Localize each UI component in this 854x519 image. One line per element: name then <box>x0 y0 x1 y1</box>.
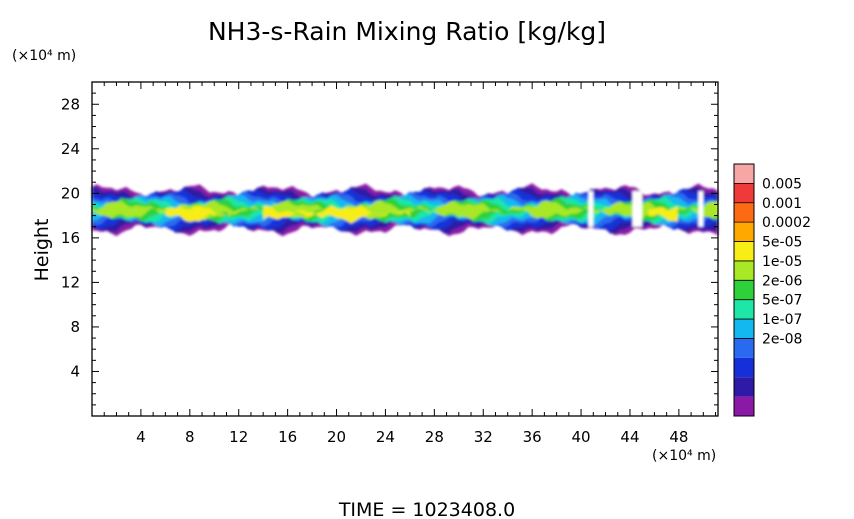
axis-ticks <box>92 82 718 416</box>
colorbar-swatch <box>734 222 754 242</box>
x-tick-label: 20 <box>327 428 346 446</box>
mixing-ratio-field <box>92 183 718 237</box>
band-gap-0 <box>588 191 594 227</box>
colorbar-swatch <box>734 377 754 397</box>
chart-title: NH3-s-Rain Mixing Ratio [kg/kg] <box>208 17 606 46</box>
colorbar-label: 1e-07 <box>762 312 802 328</box>
y-tick-label: 24 <box>61 140 80 158</box>
y-tick-label: 12 <box>61 273 80 291</box>
colorbar-label: 5e-07 <box>762 293 802 309</box>
x-tick-labels: 4 8 12 16 20 24 28 32 36 40 44 48 <box>136 428 688 446</box>
colorbar-frame <box>733 163 755 417</box>
x-axis-unit-label: (×10⁴ m) <box>652 448 716 464</box>
colorbar-swatch <box>734 338 754 358</box>
colorbar-swatch <box>734 280 754 300</box>
contour-core-1 <box>263 205 410 224</box>
y-tick-label: 16 <box>61 229 80 247</box>
colorbar-swatch <box>734 357 754 378</box>
y-tick-label: 8 <box>70 318 80 336</box>
contour-core-2 <box>648 206 678 222</box>
colorbar-label: 2e-08 <box>762 331 802 347</box>
time-footer: TIME = 1023408.0 <box>338 499 515 519</box>
colorbar-swatch <box>734 202 754 223</box>
y-tick-label: 4 <box>70 362 80 380</box>
x-tick-label: 32 <box>474 428 493 446</box>
colorbar-label: 2e-06 <box>762 273 802 289</box>
y-axis-unit-label: (×10⁴ m) <box>12 48 76 64</box>
colorbar-label: 0.0002 <box>762 215 811 231</box>
colorbar-legend: 0.005 0.001 0.0002 5e-05 1e-05 2e-06 5e-07 1e-0… <box>733 163 811 417</box>
colorbar-swatch <box>734 183 754 203</box>
band-gap-1 <box>632 191 643 227</box>
x-tick-label: 16 <box>278 428 297 446</box>
x-tick-label: 28 <box>425 428 444 446</box>
x-tick-label: 48 <box>669 428 688 446</box>
x-tick-label: 24 <box>376 428 395 446</box>
colorbar-label: 0.001 <box>762 196 802 212</box>
y-tick-labels: 4 8 12 16 20 24 28 <box>61 95 80 380</box>
colorbar-label: 1e-05 <box>762 254 802 270</box>
contour-level-7 <box>92 200 718 221</box>
x-tick-label: 36 <box>523 428 542 446</box>
colorbar-swatch <box>734 396 754 416</box>
colorbar-swatch <box>734 319 754 339</box>
colorbar-swatch <box>734 299 754 320</box>
colorbar-swatch <box>734 260 754 281</box>
contour-core-0 <box>165 206 239 222</box>
x-tick-label: 12 <box>229 428 248 446</box>
y-tick-label: 20 <box>61 184 80 202</box>
plot-frame <box>91 81 719 417</box>
colorbar-swatch <box>734 164 754 184</box>
colorbar-swatch <box>734 241 754 261</box>
y-tick-label: 28 <box>61 95 80 113</box>
band-gap-2 <box>698 191 704 227</box>
x-tick-label: 44 <box>620 428 639 446</box>
colorbar-label: 0.005 <box>762 176 802 192</box>
x-tick-label: 4 <box>136 428 146 446</box>
y-axis-label: Height <box>31 219 53 282</box>
colorbar-label: 5e-05 <box>762 235 802 251</box>
x-tick-label: 40 <box>572 428 591 446</box>
x-tick-label: 8 <box>185 428 195 446</box>
